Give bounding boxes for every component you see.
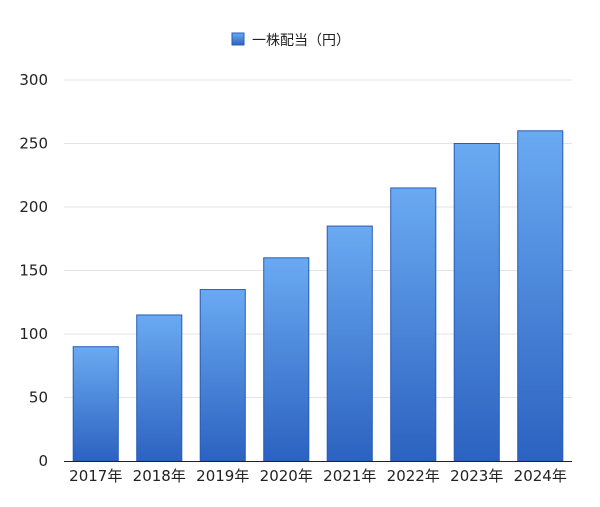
bar-2024年 xyxy=(517,130,564,462)
bars xyxy=(72,130,564,462)
y-tick-label: 50 xyxy=(29,389,48,407)
y-tick-label: 300 xyxy=(19,71,48,89)
bar-2018年 xyxy=(136,314,183,462)
y-axis-ticks: 0 50 100 150 200 250 300 xyxy=(19,71,48,470)
bar-2023年 xyxy=(453,143,500,462)
y-tick-label: 250 xyxy=(19,135,48,153)
x-tick-label: 2019年 xyxy=(196,467,249,485)
y-tick-label: 0 xyxy=(38,452,48,470)
x-tick-label: 2018年 xyxy=(133,467,186,485)
y-tick-label: 100 xyxy=(19,325,48,343)
x-tick-label: 2023年 xyxy=(450,467,503,485)
x-axis-ticks: 2017年 2018年 2019年 2020年 2021年 2022年 2023年 2024年 xyxy=(69,467,567,485)
x-tick-label: 2024年 xyxy=(514,467,567,485)
bar-2020年 xyxy=(263,257,310,462)
legend: 一株配当（円） xyxy=(231,32,350,49)
x-tick-label: 2020年 xyxy=(260,467,313,485)
x-tick-label: 2017年 xyxy=(69,467,122,485)
y-tick-label: 150 xyxy=(19,262,48,280)
legend-swatch xyxy=(231,32,245,46)
x-tick-label: 2021年 xyxy=(323,467,376,485)
y-tick-label: 200 xyxy=(19,198,48,216)
bar-2022年 xyxy=(390,187,437,462)
legend-label: 一株配当（円） xyxy=(252,33,350,49)
x-tick-label: 2022年 xyxy=(387,467,440,485)
bar-2017年 xyxy=(72,346,119,462)
bar-2019年 xyxy=(199,289,246,462)
bar-2021年 xyxy=(326,225,373,462)
